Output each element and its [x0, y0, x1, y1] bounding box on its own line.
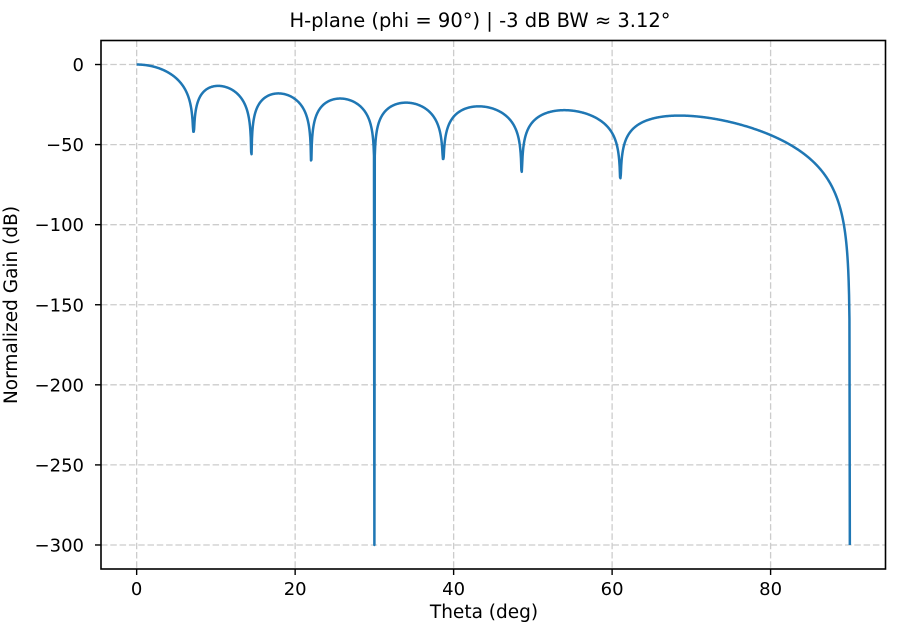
y-tick-label: −50: [46, 135, 84, 156]
y-tick-label: 0: [73, 55, 84, 76]
gridlines: [101, 40, 886, 569]
y-tick-label: −150: [35, 295, 84, 316]
x-axis-label: Theta (deg): [429, 602, 538, 623]
y-tick-label: −100: [35, 215, 84, 236]
y-tick-labels: 0 −50 −100 −150 −200 −250 −300: [35, 55, 84, 556]
x-tick-label: 20: [284, 579, 307, 600]
x-tick-label: 40: [442, 579, 465, 600]
y-tick-label: −200: [35, 375, 84, 396]
y-axis-label: Normalized Gain (dB): [1, 206, 22, 404]
tick-marks: [95, 63, 772, 575]
x-tick-labels: 0 20 40 60 80: [131, 579, 782, 600]
x-tick-label: 80: [759, 579, 782, 600]
gain-curve: [135, 63, 852, 547]
x-tick-label: 0: [131, 579, 142, 600]
y-tick-label: −250: [35, 455, 84, 476]
y-tick-label: −300: [35, 535, 84, 556]
chart-title: H-plane (phi = 90°) | -3 dB BW ≈ 3.12°: [289, 9, 670, 32]
x-tick-label: 60: [601, 579, 624, 600]
